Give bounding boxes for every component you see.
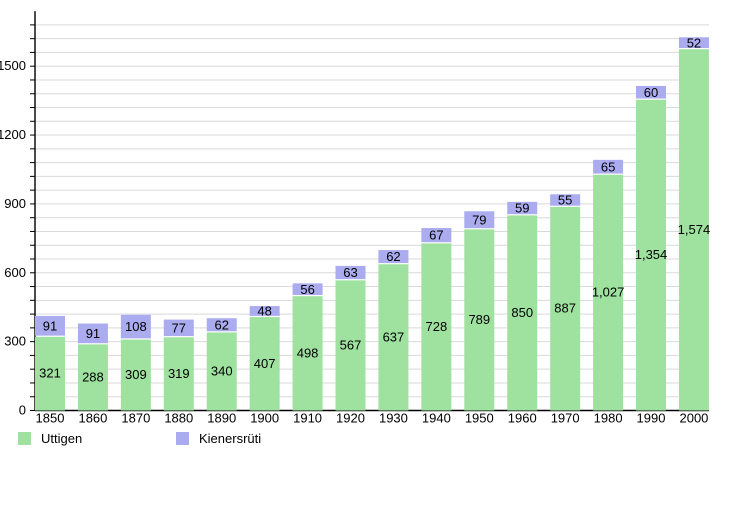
svg-text:1960: 1960 bbox=[508, 411, 537, 426]
svg-text:340: 340 bbox=[211, 363, 233, 378]
svg-text:319: 319 bbox=[168, 366, 190, 381]
svg-text:56: 56 bbox=[300, 282, 314, 297]
svg-text:1900: 1900 bbox=[250, 411, 279, 426]
svg-text:887: 887 bbox=[554, 301, 576, 316]
svg-text:1850: 1850 bbox=[36, 411, 65, 426]
svg-text:1980: 1980 bbox=[594, 411, 623, 426]
svg-text:1890: 1890 bbox=[207, 411, 236, 426]
svg-text:900: 900 bbox=[4, 196, 26, 211]
svg-text:1930: 1930 bbox=[379, 411, 408, 426]
svg-text:1,027: 1,027 bbox=[592, 285, 625, 300]
svg-text:Kienersrüti: Kienersrüti bbox=[199, 431, 261, 446]
svg-text:789: 789 bbox=[468, 312, 490, 327]
svg-text:288: 288 bbox=[82, 369, 104, 384]
svg-text:0: 0 bbox=[19, 403, 26, 418]
svg-text:67: 67 bbox=[429, 228, 443, 243]
svg-text:62: 62 bbox=[386, 249, 400, 264]
svg-text:850: 850 bbox=[511, 305, 533, 320]
svg-text:1,354: 1,354 bbox=[635, 247, 668, 262]
svg-text:77: 77 bbox=[172, 320, 186, 335]
svg-text:65: 65 bbox=[601, 159, 615, 174]
svg-text:1920: 1920 bbox=[336, 411, 365, 426]
svg-text:309: 309 bbox=[125, 367, 147, 382]
svg-text:108: 108 bbox=[125, 319, 147, 334]
svg-text:1,574: 1,574 bbox=[678, 222, 711, 237]
svg-text:52: 52 bbox=[687, 35, 701, 50]
svg-text:59: 59 bbox=[515, 201, 529, 216]
svg-text:1910: 1910 bbox=[293, 411, 322, 426]
svg-text:567: 567 bbox=[340, 337, 362, 352]
svg-text:407: 407 bbox=[254, 356, 276, 371]
svg-text:637: 637 bbox=[383, 329, 405, 344]
svg-text:2000: 2000 bbox=[679, 411, 708, 426]
svg-text:498: 498 bbox=[297, 345, 319, 360]
svg-text:1880: 1880 bbox=[164, 411, 193, 426]
svg-text:63: 63 bbox=[343, 265, 357, 280]
svg-text:60: 60 bbox=[644, 85, 658, 100]
svg-text:321: 321 bbox=[39, 366, 61, 381]
svg-text:1990: 1990 bbox=[637, 411, 666, 426]
svg-text:1870: 1870 bbox=[121, 411, 150, 426]
svg-text:Uttigen: Uttigen bbox=[41, 431, 82, 446]
svg-text:1970: 1970 bbox=[551, 411, 580, 426]
svg-text:1940: 1940 bbox=[422, 411, 451, 426]
svg-text:1950: 1950 bbox=[465, 411, 494, 426]
svg-text:48: 48 bbox=[257, 304, 271, 319]
svg-text:1500: 1500 bbox=[0, 58, 26, 73]
svg-text:300: 300 bbox=[4, 334, 26, 349]
svg-text:728: 728 bbox=[426, 319, 448, 334]
svg-text:600: 600 bbox=[4, 265, 26, 280]
svg-text:62: 62 bbox=[214, 317, 228, 332]
svg-text:55: 55 bbox=[558, 193, 572, 208]
svg-text:79: 79 bbox=[472, 212, 486, 227]
svg-text:91: 91 bbox=[86, 326, 100, 341]
svg-text:1200: 1200 bbox=[0, 127, 26, 142]
svg-text:91: 91 bbox=[43, 318, 57, 333]
svg-text:1860: 1860 bbox=[78, 411, 107, 426]
